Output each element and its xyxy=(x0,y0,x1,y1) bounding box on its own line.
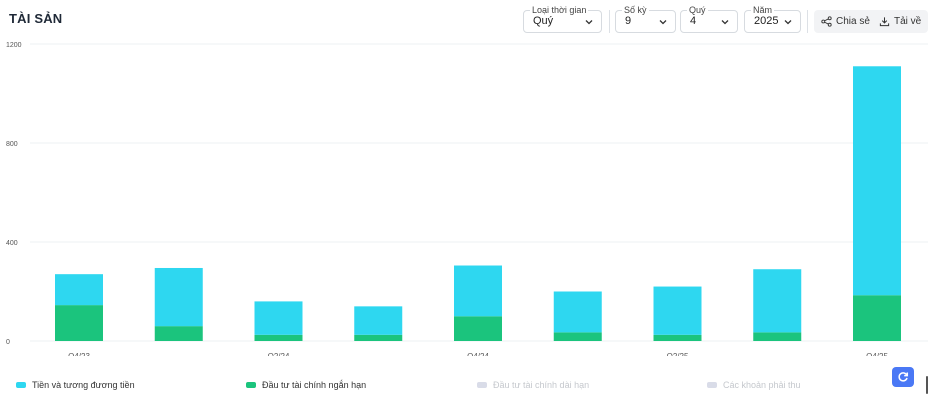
y-tick-label: 800 xyxy=(6,141,18,148)
quarter-select[interactable]: Quý 4 xyxy=(680,5,738,33)
chevron-down-icon xyxy=(585,20,593,25)
x-tick-label: Q4/25 xyxy=(866,352,888,356)
bar-segment-cash xyxy=(254,301,303,335)
bar-segment-cash xyxy=(454,265,502,317)
chevron-down-icon xyxy=(784,20,792,25)
download-button[interactable]: Tải về xyxy=(879,10,921,33)
scroll-indicator[interactable] xyxy=(926,376,928,394)
year-value: 2025 xyxy=(754,15,779,27)
legend-label: Đầu tư tài chính ngắn hạn xyxy=(262,380,367,390)
bar-segment-cash xyxy=(853,66,901,296)
x-tick-label: Q4/24 xyxy=(467,352,489,356)
y-tick-label: 400 xyxy=(6,240,18,247)
bar-segment-short-term-investment xyxy=(254,334,303,341)
refresh-icon xyxy=(898,372,909,382)
x-tick-label: Q4/23 xyxy=(68,352,90,356)
share-button[interactable]: Chia sẻ xyxy=(821,10,870,33)
bar-segment-short-term-investment xyxy=(454,316,502,341)
chevron-down-icon xyxy=(721,20,729,25)
bar-segment-short-term-investment xyxy=(55,305,103,341)
filter-divider xyxy=(609,10,610,33)
quarter-value: 4 xyxy=(690,15,697,27)
bar-segment-cash xyxy=(753,269,802,333)
bar-segment-short-term-investment xyxy=(553,332,602,341)
legend-swatch xyxy=(707,382,717,388)
chevron-down-icon xyxy=(659,20,667,25)
year-select[interactable]: Năm 2025 xyxy=(744,5,801,33)
reset-zoom-button[interactable] xyxy=(892,367,914,387)
x-tick-label: Q2/25 xyxy=(667,352,689,356)
x-tick-label: Q2/24 xyxy=(268,352,290,356)
chart-title: TÀI SẢN xyxy=(9,11,63,26)
chart-legend: Tiền và tương đương tiền Đầu tư tài chín… xyxy=(0,380,934,394)
legend-label: Các khoản phải thu xyxy=(723,380,801,390)
share-icon xyxy=(821,16,832,27)
download-label: Tải về xyxy=(894,16,922,27)
legend-label: Đầu tư tài chính dài hạn xyxy=(493,380,590,390)
share-label: Chia sẻ xyxy=(836,16,870,27)
period-count-value: 9 xyxy=(625,15,632,27)
bar-segment-short-term-investment xyxy=(653,334,702,341)
bar-segment-short-term-investment xyxy=(853,295,901,341)
period-type-value: Quý xyxy=(533,15,554,27)
bar-segment-cash xyxy=(653,286,702,335)
bar-segment-cash xyxy=(354,306,403,335)
bar-segment-cash xyxy=(154,267,203,327)
bar-segment-cash xyxy=(553,291,602,333)
legend-item-receivables[interactable]: Các khoản phải thu xyxy=(707,380,801,390)
period-count-select[interactable]: Số kỳ 9 xyxy=(615,5,676,33)
stacked-bar-chart: 0 400 800 1200 Q4/23 Q2/24 Q4/24 Q2/25 Q4/25 xyxy=(6,42,928,356)
period-type-label: Loại thời gian xyxy=(530,5,589,15)
bar-segment-short-term-investment xyxy=(753,332,802,341)
y-tick-label: 1200 xyxy=(6,42,22,49)
quarter-label: Quý xyxy=(687,5,708,15)
legend-item-cash[interactable]: Tiền và tương đương tiền xyxy=(16,380,135,390)
bar-segment-short-term-investment xyxy=(154,326,203,341)
legend-item-short-term-investment[interactable]: Đầu tư tài chính ngắn hạn xyxy=(246,380,366,390)
legend-swatch xyxy=(246,382,256,388)
bar-segment-cash xyxy=(55,274,103,306)
period-type-select[interactable]: Loại thời gian Quý xyxy=(523,5,602,33)
legend-swatch xyxy=(16,382,26,388)
bar-segment-short-term-investment xyxy=(354,334,403,341)
legend-item-long-term-investment[interactable]: Đầu tư tài chính dài hạn xyxy=(477,380,589,390)
actions-divider xyxy=(807,10,808,33)
legend-swatch xyxy=(477,382,487,388)
year-label: Năm xyxy=(751,5,775,15)
chart-actions: Chia sẻ Tải về xyxy=(814,10,928,33)
download-icon xyxy=(879,17,890,27)
y-tick-label: 0 xyxy=(6,339,10,346)
period-count-label: Số kỳ xyxy=(622,5,649,15)
legend-label: Tiền và tương đương tiền xyxy=(32,380,135,390)
